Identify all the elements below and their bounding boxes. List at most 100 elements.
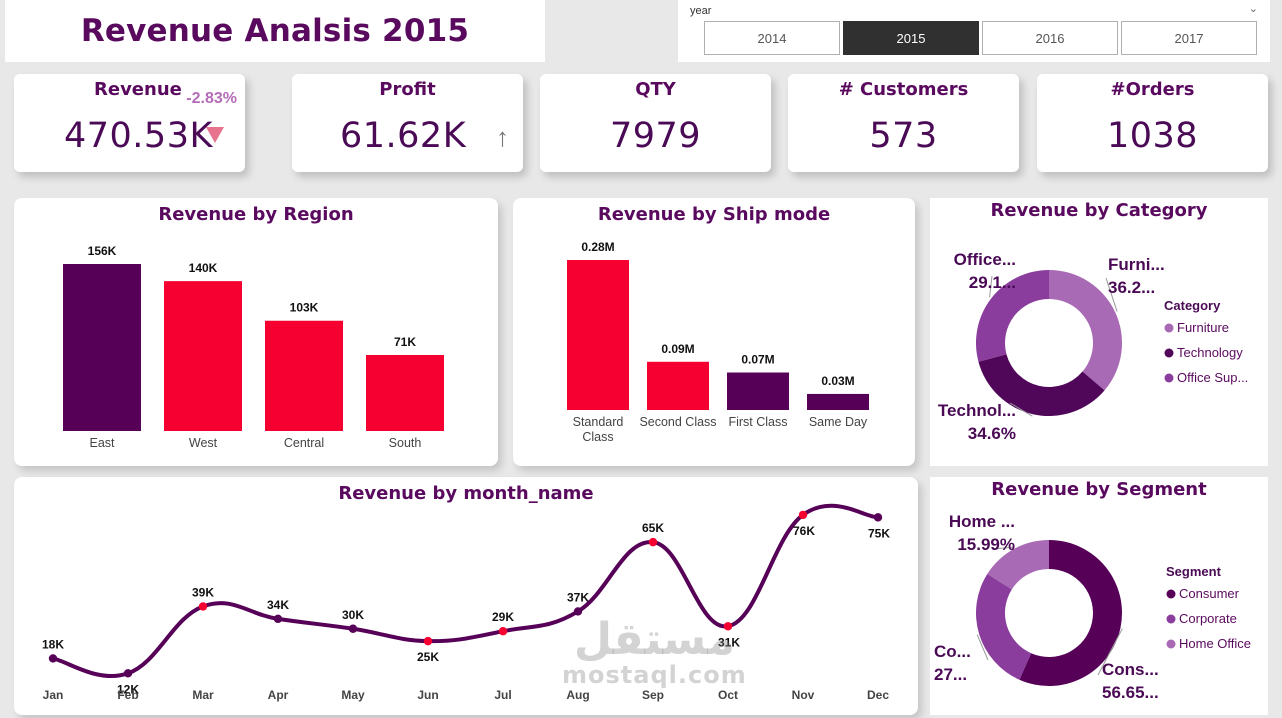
slice-label-value: 27... <box>934 665 967 684</box>
slice-label-value: 56.65... <box>1102 683 1159 702</box>
legend-item: Technology <box>1177 345 1243 360</box>
legend-marker <box>1164 323 1174 333</box>
data-label: 65K <box>642 521 664 535</box>
data-point <box>273 614 283 624</box>
kpi-card-customers: # Customers 573 <box>788 74 1019 172</box>
kpi-title: #Orders <box>1110 79 1195 100</box>
x-tick-label: Oct <box>718 688 738 702</box>
shipmode-chart-card: Revenue by Ship mode 0.28M Standard Class 0… <box>513 198 915 466</box>
x-tick-label: Jul <box>494 688 511 702</box>
data-point <box>573 607 583 616</box>
donut-slice <box>976 270 1049 362</box>
chart-title: Revenue by Segment <box>991 479 1207 500</box>
donut-slice <box>976 573 1032 680</box>
x-tick-label: Dec <box>867 688 889 702</box>
kpi-title: Revenue <box>94 79 182 100</box>
data-label: 0.28M <box>581 240 614 254</box>
data-point <box>648 537 658 547</box>
kpi-value: 470.53K <box>64 116 213 156</box>
legend-marker <box>1166 589 1176 599</box>
year-button-2016[interactable]: 2016 <box>982 21 1118 55</box>
data-label: 76K <box>793 524 815 538</box>
kpi-card-revenue: Revenue -2.83% 470.53K <box>14 74 245 172</box>
x-tick-label: Jun <box>417 688 438 702</box>
month-chart-card: Revenue by month_name 18K Jan 12K Feb 39K Mar… <box>14 477 918 715</box>
chart-title: Revenue by Ship mode <box>597 204 831 225</box>
x-tick-label: Aug <box>566 688 589 702</box>
slicer-buttons: 2014 2015 2016 2017 <box>704 21 1257 55</box>
category-chart-card: Revenue by Category Furni... 36.2... Techn… <box>930 198 1268 466</box>
x-tick-label: May <box>341 688 365 702</box>
kpi-title: QTY <box>635 79 676 100</box>
slicer-label: year <box>690 5 712 17</box>
tick-label: Same Day <box>809 415 868 429</box>
bar <box>727 372 789 410</box>
data-point <box>723 622 733 631</box>
legend-item: Consumer <box>1179 586 1240 601</box>
leader-line <box>989 275 993 298</box>
data-label: 34K <box>267 598 289 612</box>
legend-item: Furniture <box>1177 320 1229 335</box>
data-point <box>798 510 808 520</box>
data-label: 31K <box>718 635 740 649</box>
year-button-2017[interactable]: 2017 <box>1121 21 1257 55</box>
up-arrow-icon: ↑ <box>496 122 509 152</box>
slice-label-value: 34.6% <box>968 424 1016 443</box>
chart-title: Revenue by Region <box>158 204 354 225</box>
category-donut-chart: Furni... 36.2... Technol... 34.6% Office... 2… <box>938 250 1248 443</box>
kpi-value: 573 <box>869 116 938 156</box>
legend-marker <box>1166 614 1176 624</box>
donut-slice <box>1019 540 1122 686</box>
x-tick-label: Feb <box>117 688 138 702</box>
data-point <box>498 627 508 636</box>
bar <box>366 354 444 431</box>
tick-label: South <box>389 436 422 450</box>
year-button-2014[interactable]: 2014 <box>704 21 840 55</box>
kpi-value: 61.62K <box>340 116 467 156</box>
leader-line <box>1105 277 1118 312</box>
segment-chart-card: Revenue by Segment Cons... 56.65... Co... 2… <box>930 477 1268 715</box>
kpi-title: Profit <box>379 79 436 100</box>
region-chart-card: Revenue by Region 156K East 140K West 103K Ce… <box>14 198 498 466</box>
tick-label: East <box>89 436 115 450</box>
bar <box>647 361 709 410</box>
data-label: 25K <box>417 650 439 664</box>
bar <box>164 281 242 431</box>
data-label: 140K <box>189 261 218 275</box>
slice-label-value: 36.2... <box>1108 278 1155 297</box>
slice-label-value: 29.1... <box>969 273 1016 292</box>
data-label: 29K <box>492 610 514 624</box>
x-tick-label: Mar <box>192 688 214 702</box>
leader-line <box>1009 402 1033 417</box>
slice-label-name: Furni... <box>1108 255 1165 274</box>
chart-title: Revenue by Category <box>990 200 1208 221</box>
leader-line <box>1097 628 1123 676</box>
data-point <box>48 654 58 663</box>
data-point <box>348 624 358 633</box>
title-panel: Revenue Analsis 2015 <box>5 0 545 62</box>
data-point <box>423 636 433 646</box>
tick-label: Standard <box>573 415 624 429</box>
x-tick-label: Jan <box>43 688 64 702</box>
data-label: 37K <box>567 590 589 604</box>
year-button-2015[interactable]: 2015 <box>843 21 979 55</box>
down-triangle-icon <box>206 127 224 143</box>
slice-label-name: Office... <box>954 250 1016 269</box>
legend-item: Home Office <box>1179 636 1251 651</box>
data-label: 39K <box>192 585 214 599</box>
legend-item: Office Sup... <box>1177 370 1248 385</box>
data-label: 0.09M <box>661 342 694 356</box>
leader-line <box>976 634 989 661</box>
donut-slice <box>978 354 1105 416</box>
data-label: 71K <box>394 335 416 349</box>
chevron-down-icon[interactable]: ⌄ <box>1248 3 1258 15</box>
legend-marker <box>1166 639 1176 649</box>
donut-slice <box>987 540 1049 590</box>
year-slicer: year ⌄ 2014 2015 2016 2017 <box>678 0 1270 62</box>
data-point <box>198 602 208 611</box>
slice-label-name: Technol... <box>938 401 1016 420</box>
region-bar-chart: 156K East 140K West 103K Central 71K South <box>63 244 444 450</box>
data-label: 0.03M <box>821 374 854 388</box>
x-tick-label: Apr <box>268 688 289 702</box>
